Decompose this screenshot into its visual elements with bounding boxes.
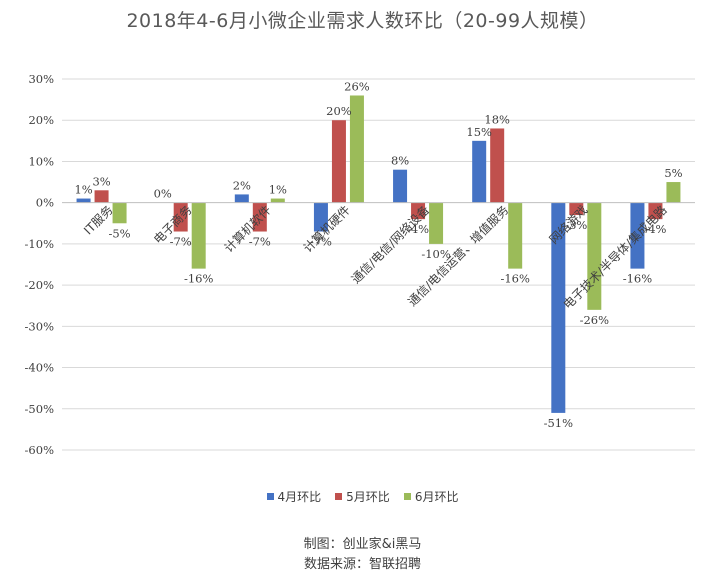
bar [76,198,91,203]
data-label: 3% [92,174,110,188]
data-label: -4% [407,222,429,236]
footer-source: 数据来源：智联招聘 [303,557,421,572]
data-label: -7% [310,235,332,249]
bar [587,202,602,310]
bar [429,202,444,244]
y-tick-label: 30% [28,72,54,86]
bar [191,202,206,269]
data-label: 0% [154,187,172,201]
bar [630,202,645,269]
legend-label: 5月环比 [346,490,390,504]
data-label: -7% [170,235,192,249]
y-tick-label: -10% [25,237,55,251]
data-labels: 1%3%-5%0%-7%-16%2%-7%1%-7%20%26%8%-4%-10… [74,79,682,429]
legend-swatch [266,493,274,500]
legend-item: 5月环比 [335,488,390,505]
legend-label: 4月环比 [277,490,322,504]
chart-title: 2018年4-6月小微企业需求人数环比（20-99人规模） [126,10,599,32]
y-tick-label: 10% [28,154,54,168]
legend: 4月环比 5月环比 6月环比 [0,488,725,505]
bar [349,95,364,203]
y-tick-label: -20% [25,278,55,292]
y-tick-label: 20% [28,113,54,127]
bar [490,128,505,203]
data-label: -16% [184,272,214,286]
footer-credit: 制图：创业家&i黑马 [303,537,422,552]
bar [411,202,426,220]
bar [234,194,249,203]
bar [472,140,487,203]
data-label: 2% [233,178,251,192]
data-label: -7% [249,235,271,249]
data-label: -51% [544,416,574,430]
data-label: 18% [484,112,510,126]
data-label: 20% [326,104,352,118]
bars [76,95,681,413]
data-label: 8% [391,154,409,168]
y-tick-label: -50% [25,402,55,416]
bar [252,202,267,232]
bar [569,202,584,216]
data-label: 1% [269,183,287,197]
y-tick-label: -60% [25,443,55,457]
data-label: 1% [74,183,92,197]
bar [508,202,523,269]
bar [648,202,663,220]
y-axis-ticks: 30% 20% 10% 0% -10% -20% -30% -40% -50% -60% [25,72,55,457]
legend-item: 6月环比 [403,488,459,505]
bar [331,120,346,203]
y-tick-label: 0% [36,196,54,210]
bar [666,182,681,203]
category-labels: IT服务 电子商务 计算机软件 计算机硬件通信/电信/网络设备通信/电信运营、增值服务… [80,202,669,312]
data-label: -16% [623,272,653,286]
data-label: 15% [466,125,492,139]
data-label: -26% [580,313,610,327]
legend-item: 4月环比 [266,488,322,505]
bar [393,169,408,203]
data-label: 26% [344,79,370,93]
legend-swatch [403,493,411,500]
data-label: -10% [421,247,451,261]
bar [112,202,127,224]
y-tick-label: -40% [25,361,55,375]
data-label: -4% [644,222,666,236]
legend-swatch [335,493,343,500]
bar [270,198,285,203]
legend-label: 6月环比 [414,490,459,504]
bar [551,202,566,413]
bar [94,190,109,203]
bar [173,202,188,232]
data-label: -16% [500,272,530,286]
data-label: -3% [565,218,587,232]
data-label: -5% [108,226,130,240]
data-label: 5% [664,166,682,180]
bar [313,202,328,232]
y-tick-label: -30% [25,319,55,333]
